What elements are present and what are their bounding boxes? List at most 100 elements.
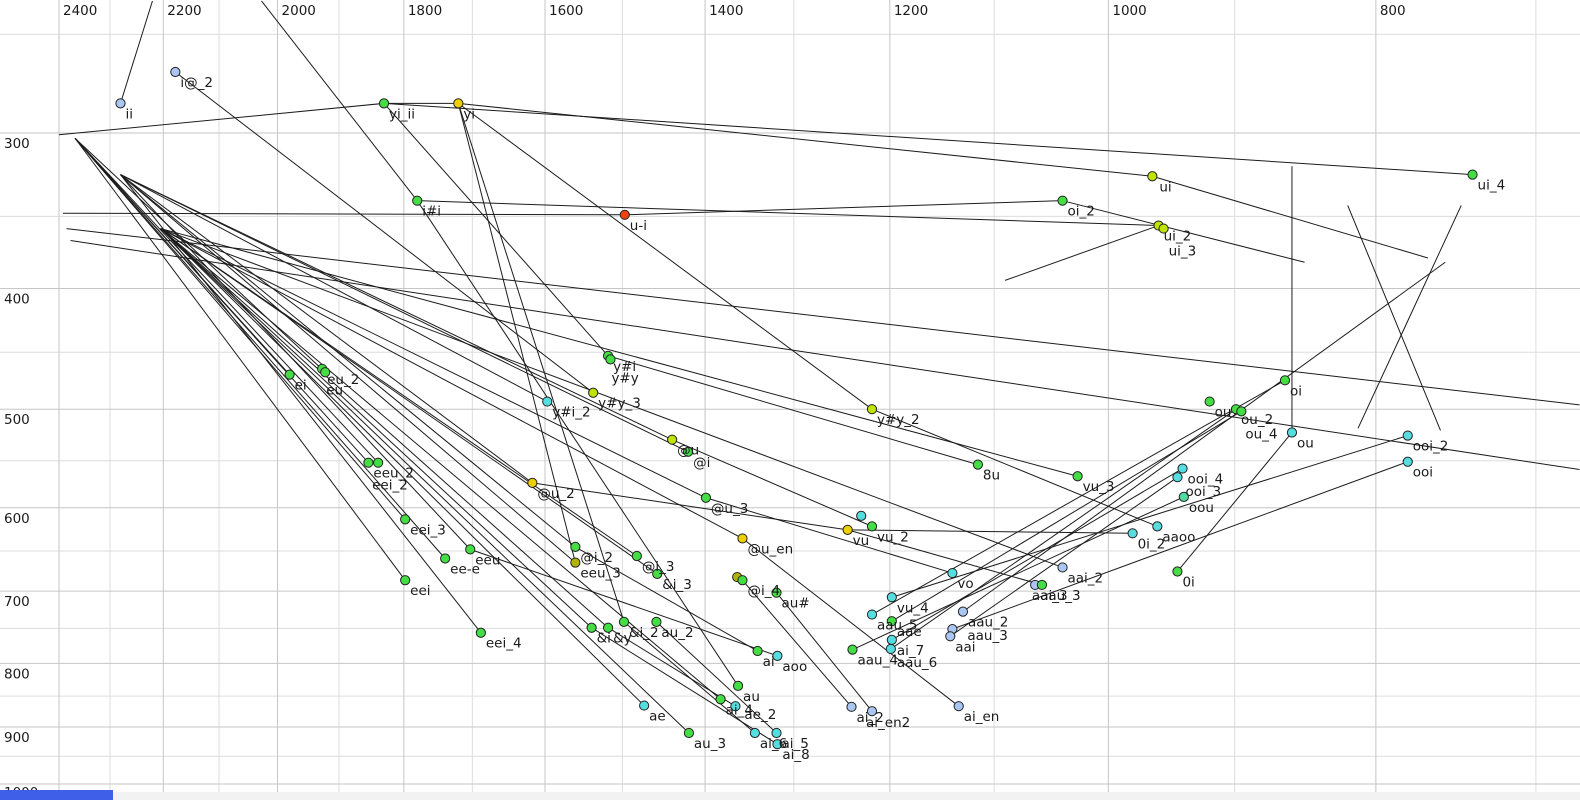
trajectory-line [891,435,1408,598]
data-point-ai[interactable] [752,645,763,657]
data-point-ooi[interactable] [1402,456,1413,467]
data-point-au[interactable] [732,680,744,691]
data-point-ooi_3[interactable] [1172,472,1183,483]
data-point-ai_en2[interactable] [866,706,878,717]
data-point-y#y[interactable] [605,354,616,365]
data-point-vu_3[interactable] [1072,471,1083,482]
trajectory-line [458,102,873,410]
trajectory-line [949,476,1178,637]
data-point-ee-e[interactable] [440,553,451,564]
data-point-vu_4[interactable] [886,592,897,603]
data-point-8u[interactable] [972,459,984,470]
point-label: oi_2 [1068,204,1095,220]
data-point-@i_3[interactable] [631,550,642,562]
data-point-0i_2[interactable] [1127,528,1138,539]
data-point-&y[interactable] [602,622,614,633]
data-point-eei_3[interactable] [400,514,411,525]
data-point-@u_3[interactable] [700,492,712,503]
data-point-ou_4[interactable] [1236,406,1247,417]
data-point-ooi_2[interactable] [1402,430,1413,441]
data-point-@i[interactable] [682,446,694,457]
trajectory-line [417,200,1159,227]
data-point-ai_2[interactable] [846,701,857,712]
data-point-y#y_3[interactable] [588,387,599,398]
data-point-unlabeled[interactable] [856,510,867,521]
data-point-ou[interactable] [1204,396,1215,407]
data-point-@u[interactable] [667,434,678,445]
data-point-vu_2[interactable] [866,521,878,532]
data-point-ei[interactable] [284,369,295,380]
data-point-eeu[interactable] [465,544,476,555]
data-point-&i_3[interactable] [652,568,663,579]
data-point-u-i[interactable] [619,209,630,220]
data-point-eei_2[interactable] [373,457,384,468]
data-point-0i[interactable] [1172,566,1183,577]
data-point-ii[interactable] [115,98,126,109]
data-point-au_2[interactable] [651,616,662,628]
data-point-ai_8[interactable] [772,739,783,750]
data-point-ui_3[interactable] [1158,223,1169,234]
data-point-aae[interactable] [886,616,897,627]
point-label: aau_5 [877,618,917,634]
data-point-aau_6[interactable] [885,643,896,655]
data-point-ae[interactable] [639,700,650,711]
data-point-yi[interactable] [453,98,464,109]
data-point-i@_2[interactable] [170,66,181,78]
data-point-@i_2[interactable] [570,541,581,552]
data-point-aai_2[interactable] [1057,562,1068,573]
data-point-ui[interactable] [1147,171,1158,182]
trajectory-line [656,621,777,734]
data-point-eeu_2[interactable] [363,457,374,468]
data-point-i#i[interactable] [412,195,423,206]
point-label: ui_2 [1164,229,1192,245]
data-point-aai_3[interactable] [1036,579,1048,591]
point-label: y#y_2 [877,412,920,428]
data-point-eeu_3[interactable] [570,557,581,568]
trajectory-line [962,261,1446,612]
data-point-eei[interactable] [400,575,411,586]
data-point-&i_2[interactable] [618,616,630,628]
data-point-aau_2[interactable] [957,606,969,617]
scrollbar-thumb[interactable] [0,790,113,800]
data-point-aoo[interactable] [772,650,783,661]
data-point-eu[interactable] [320,367,331,378]
data-point-ae_2[interactable] [730,701,741,712]
data-point-ui_4[interactable] [1467,169,1478,180]
data-point-oi_2[interactable] [1057,195,1068,206]
data-point-aaoo[interactable] [1152,521,1163,532]
data-point-y#y_2[interactable] [866,404,878,415]
data-point-vu[interactable] [842,524,853,535]
data-point-eei_4[interactable] [475,627,486,638]
data-point-ai_5[interactable] [771,727,782,739]
point-label: ooi_4 [1188,472,1224,488]
data-point-@u_en[interactable] [737,533,748,544]
trajectory-line [120,174,673,441]
data-point-au_3[interactable] [683,727,695,739]
point-label: y#i [613,359,636,375]
scrollbar-track[interactable] [0,792,1580,800]
data-point-oi[interactable] [1279,375,1291,386]
data-point-&i[interactable] [586,622,597,633]
data-point-au#[interactable] [771,587,782,598]
trajectory-line [1357,205,1462,429]
data-point-@i_4[interactable] [737,575,748,586]
data-point-y#i_2[interactable] [542,396,553,407]
data-point-yi_ii[interactable] [378,98,390,109]
data-point-aau_4[interactable] [847,644,858,655]
data-point-vo[interactable] [947,567,958,579]
data-point-aau_5[interactable] [866,609,878,620]
data-point-@u_2[interactable] [527,477,538,488]
trajectory-line [74,138,406,581]
data-point-ai_en[interactable] [953,701,964,712]
data-point-ai_7[interactable] [886,634,897,645]
data-point-oou[interactable] [1178,491,1189,502]
trajectory-line [175,71,594,394]
data-point-ai_4[interactable] [715,694,726,705]
data-point-aai[interactable] [945,631,956,642]
point-label: aai_3 [1032,588,1068,604]
data-point-ai_6[interactable] [749,727,760,739]
data-point-ooi_4[interactable] [1177,463,1188,474]
data-point-ou[interactable] [1286,427,1298,438]
